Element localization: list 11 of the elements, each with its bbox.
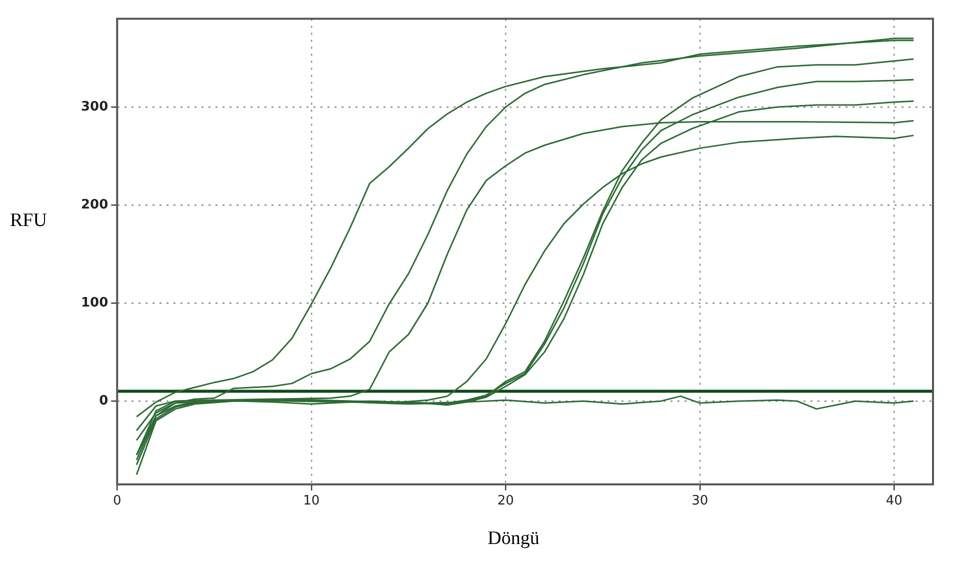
x-tick-label: 30 — [692, 494, 708, 509]
y-tick-label: 200 — [80, 197, 108, 212]
y-tick-label: 0 — [99, 393, 108, 408]
x-tick-label: 40 — [886, 494, 902, 509]
x-axis-title: Döngü — [486, 528, 540, 550]
x-tick-label: 10 — [303, 494, 320, 509]
y-axis-title: RFU — [10, 210, 47, 232]
x-tick-label: 0 — [112, 494, 122, 509]
y-tick-label: 300 — [80, 99, 108, 114]
y-tick-label: 100 — [80, 295, 108, 310]
x-tick-label: 20 — [497, 494, 514, 509]
